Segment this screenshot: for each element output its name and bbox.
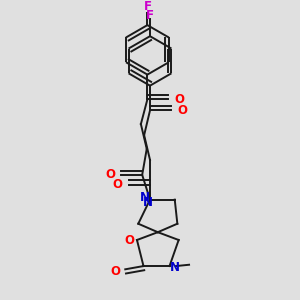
Text: F: F (146, 9, 154, 22)
Text: N: N (140, 191, 150, 204)
Text: O: O (174, 93, 184, 106)
Text: O: O (124, 233, 134, 247)
Text: F: F (143, 0, 152, 14)
Text: O: O (105, 168, 115, 182)
Text: O: O (112, 178, 122, 191)
Text: O: O (110, 266, 121, 278)
Text: N: N (143, 196, 153, 209)
Text: N: N (170, 261, 180, 274)
Text: O: O (178, 104, 188, 117)
